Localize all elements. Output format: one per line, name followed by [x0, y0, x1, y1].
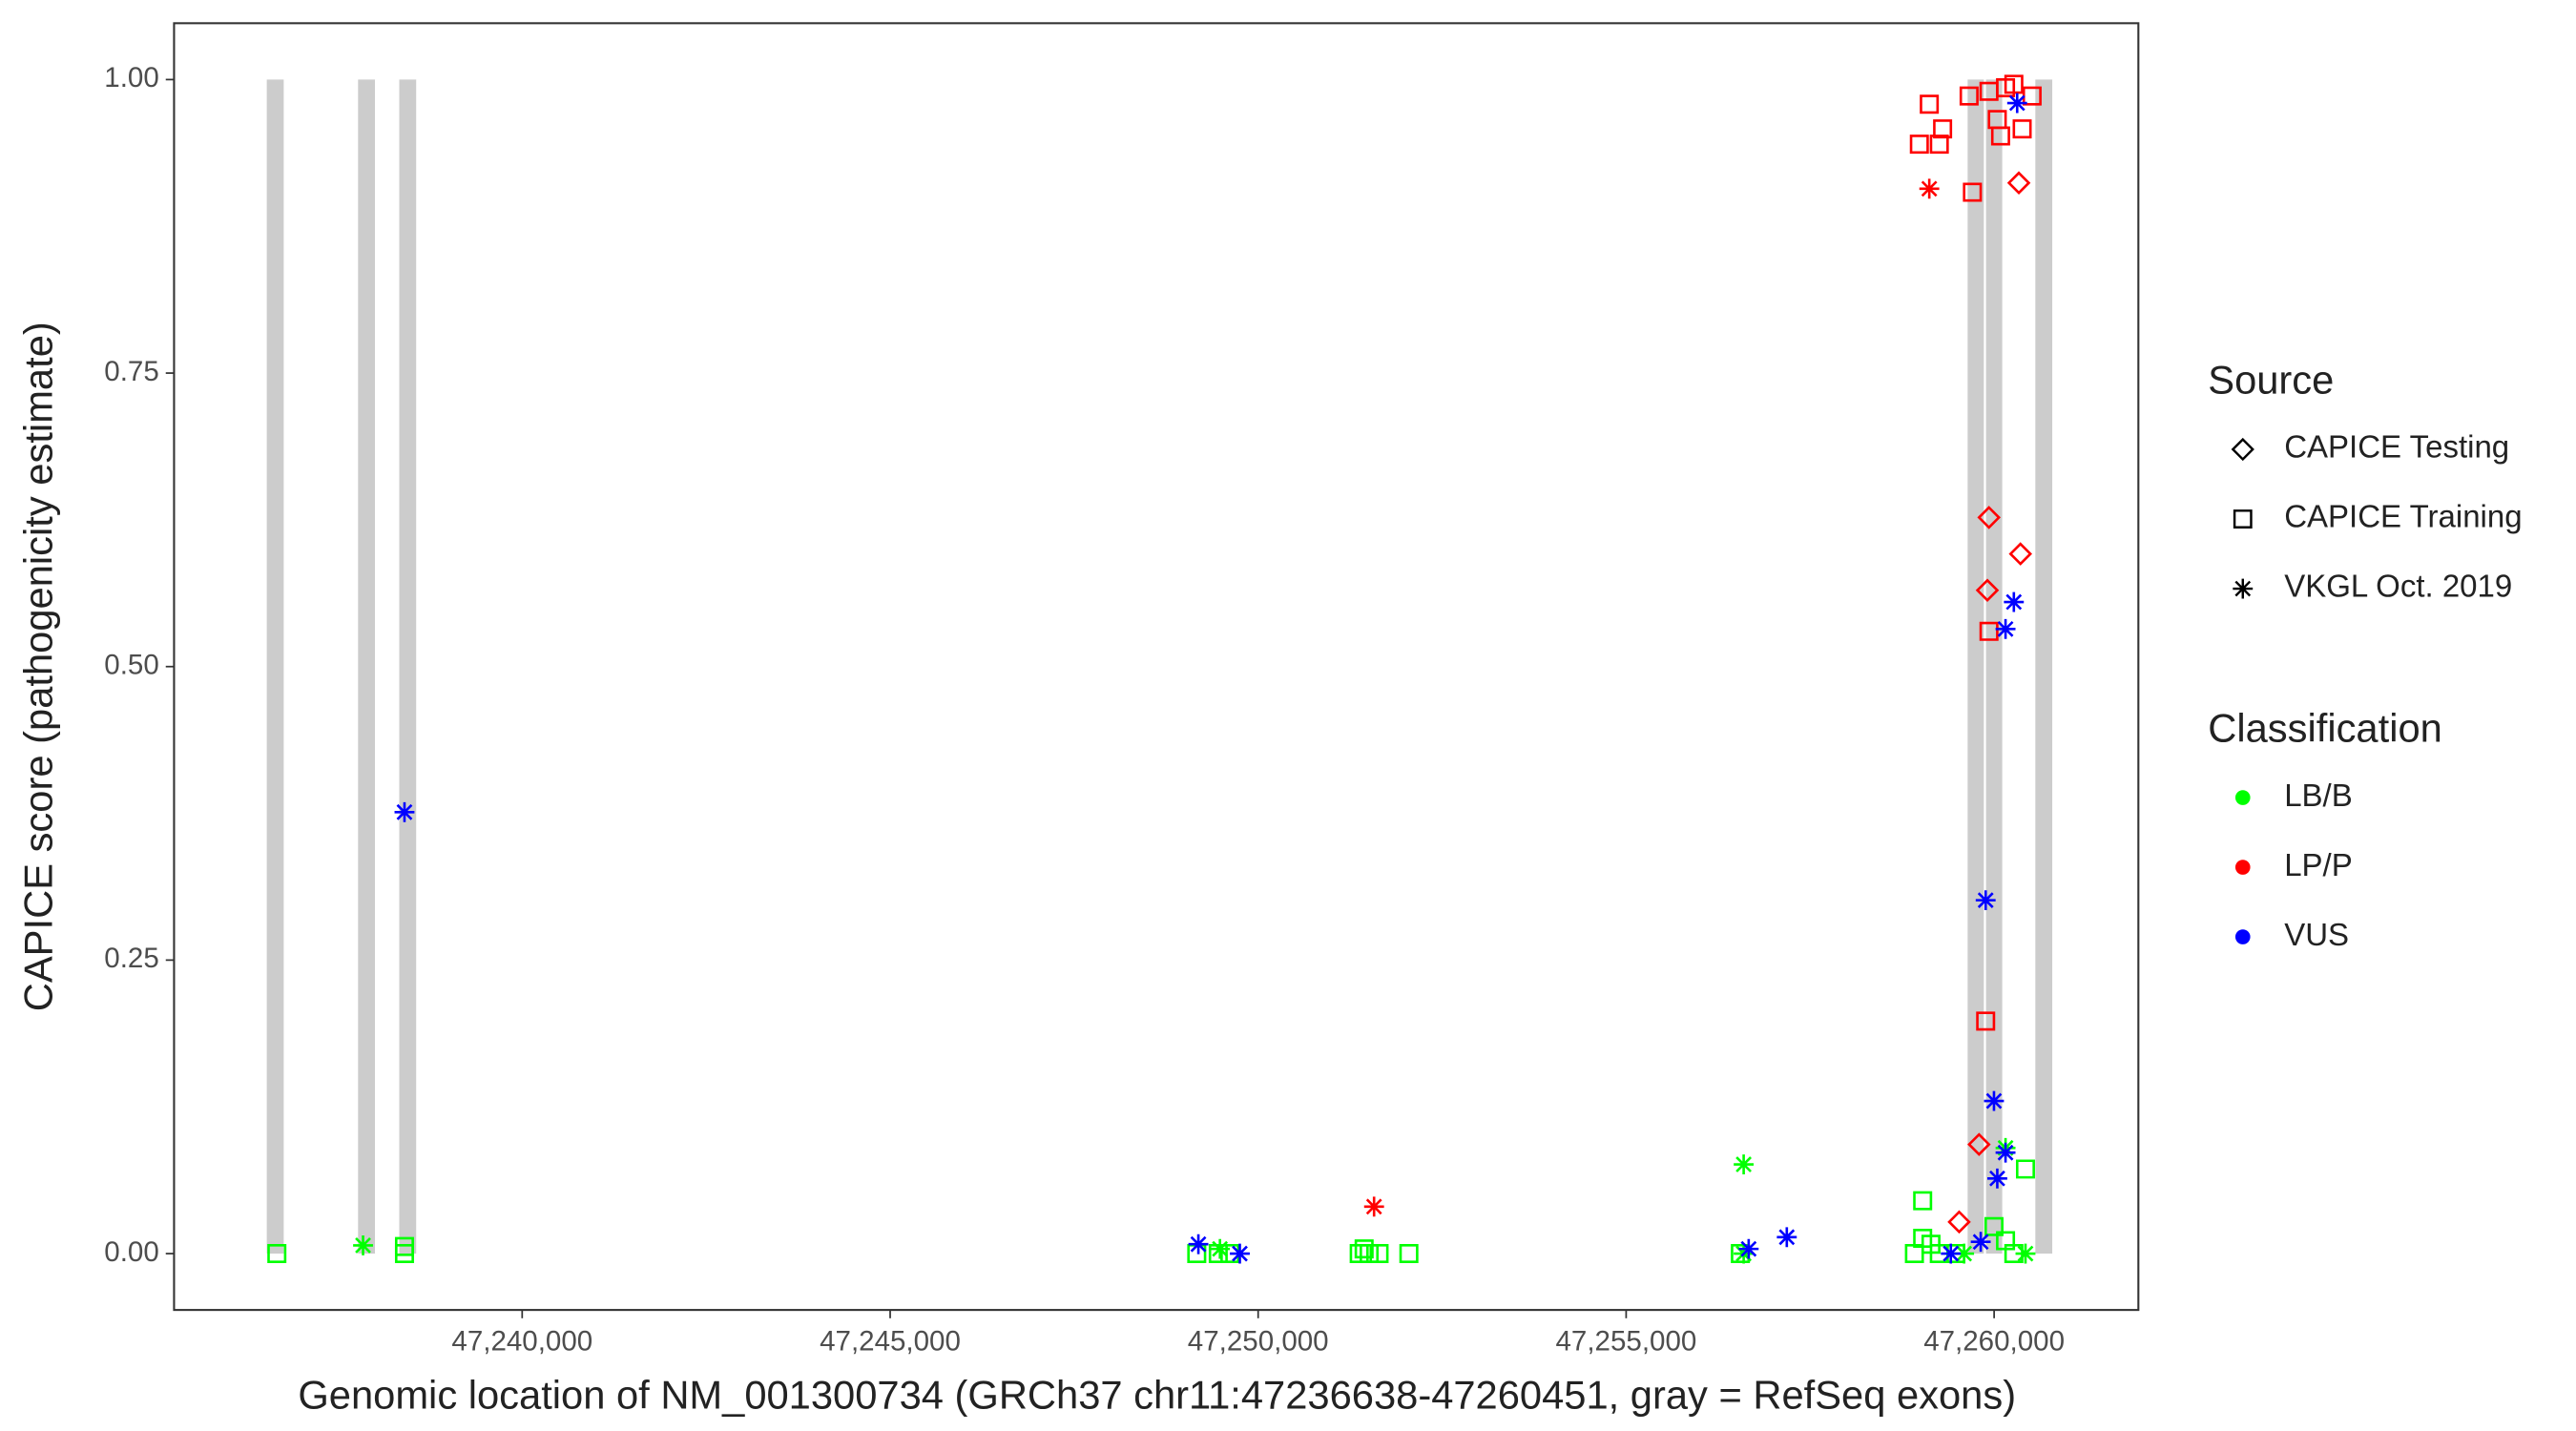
point [1909, 135, 1929, 155]
point [1947, 1210, 1971, 1234]
point [1738, 1238, 1759, 1259]
legend-symbol [2234, 860, 2251, 875]
legend-label: VUS [2284, 917, 2349, 952]
x-tick-label: 47,255,000 [1556, 1326, 1697, 1358]
point [1349, 1244, 1369, 1264]
point [1984, 1216, 2004, 1236]
legend-symbol [2233, 578, 2254, 599]
legend-symbol [2234, 790, 2251, 805]
y-tick-label: 0.00 [104, 1236, 158, 1268]
point [1977, 506, 2001, 529]
x-tick-label: 47,240,000 [451, 1326, 592, 1358]
point [2012, 119, 2032, 139]
point [1369, 1244, 1389, 1264]
legend-title: Classification [2208, 706, 2442, 751]
point [2004, 1244, 2024, 1264]
point [2022, 86, 2042, 106]
point [2004, 74, 2024, 94]
exon-bar [358, 79, 376, 1255]
point [1979, 621, 1999, 641]
point [1920, 94, 1940, 114]
point [353, 1235, 373, 1255]
y-axis-title: CAPICE score (pathogenicity estimate) [15, 321, 60, 1011]
legend-label: VKGL Oct. 2019 [2284, 569, 2512, 604]
point [1220, 1244, 1240, 1264]
point [1987, 1168, 2007, 1189]
point [1919, 178, 1940, 199]
point [1933, 119, 1953, 139]
x-tick-label: 47,250,000 [1188, 1326, 1329, 1358]
point [1921, 1234, 1941, 1255]
legend-label: LP/P [2284, 847, 2353, 882]
point [2015, 1159, 2035, 1179]
point [2004, 591, 2025, 612]
point [1188, 1234, 1209, 1255]
legend-symbol [2233, 509, 2253, 529]
point [1210, 1238, 1231, 1259]
legend-label: CAPICE Training [2284, 499, 2522, 534]
point [1363, 1196, 1384, 1217]
y-tick-label: 0.75 [104, 356, 158, 387]
x-tick-label: 47,260,000 [1923, 1326, 2065, 1358]
point [1975, 578, 2000, 603]
point [1904, 1244, 1924, 1264]
plot-panel [173, 22, 2140, 1312]
y-tick-label: 0.25 [104, 943, 158, 974]
point [1929, 135, 1949, 155]
point [1959, 86, 1979, 106]
point [1776, 1227, 1797, 1248]
point [394, 801, 415, 822]
point [1979, 81, 1999, 101]
point [1995, 618, 2016, 639]
point [1976, 1011, 1996, 1031]
point [2006, 93, 2027, 114]
point [1354, 1239, 1374, 1259]
point [1970, 1232, 1991, 1253]
point [394, 1236, 414, 1256]
exon-bar [1985, 79, 2003, 1255]
y-tick-label: 0.50 [104, 650, 158, 681]
point [1963, 182, 1983, 202]
y-tick-label: 1.00 [104, 62, 158, 93]
point [1941, 1243, 1962, 1264]
point [1995, 1142, 2016, 1163]
x-axis-title: Genomic location of NM_001300734 (GRCh37… [298, 1372, 2016, 1417]
point [1954, 1243, 1975, 1264]
point [1399, 1244, 1419, 1264]
exon-bar [399, 79, 417, 1255]
point [2006, 171, 2031, 195]
point [1360, 1244, 1380, 1264]
point [1230, 1243, 1250, 1264]
legend-label: LB/B [2284, 778, 2353, 813]
point [1734, 1154, 1755, 1174]
legend-title: Source [2208, 358, 2334, 403]
point [1975, 890, 1996, 911]
legend-label: CAPICE Testing [2284, 429, 2509, 465]
point [267, 1244, 287, 1264]
exon-bar [2035, 79, 2053, 1255]
point [1913, 1191, 1933, 1211]
point [394, 1244, 414, 1264]
legend-symbol [2234, 929, 2251, 944]
legend-symbol [2231, 437, 2254, 462]
point [1996, 1231, 2016, 1251]
point [2008, 542, 2032, 566]
point [1990, 126, 2010, 146]
point [1996, 78, 2016, 98]
x-tick-label: 47,245,000 [820, 1326, 961, 1358]
point [1967, 1132, 1991, 1156]
point [1984, 1090, 2005, 1111]
exon-bar [266, 79, 284, 1255]
point [2015, 1243, 2036, 1264]
exon-bar [1967, 79, 1984, 1255]
